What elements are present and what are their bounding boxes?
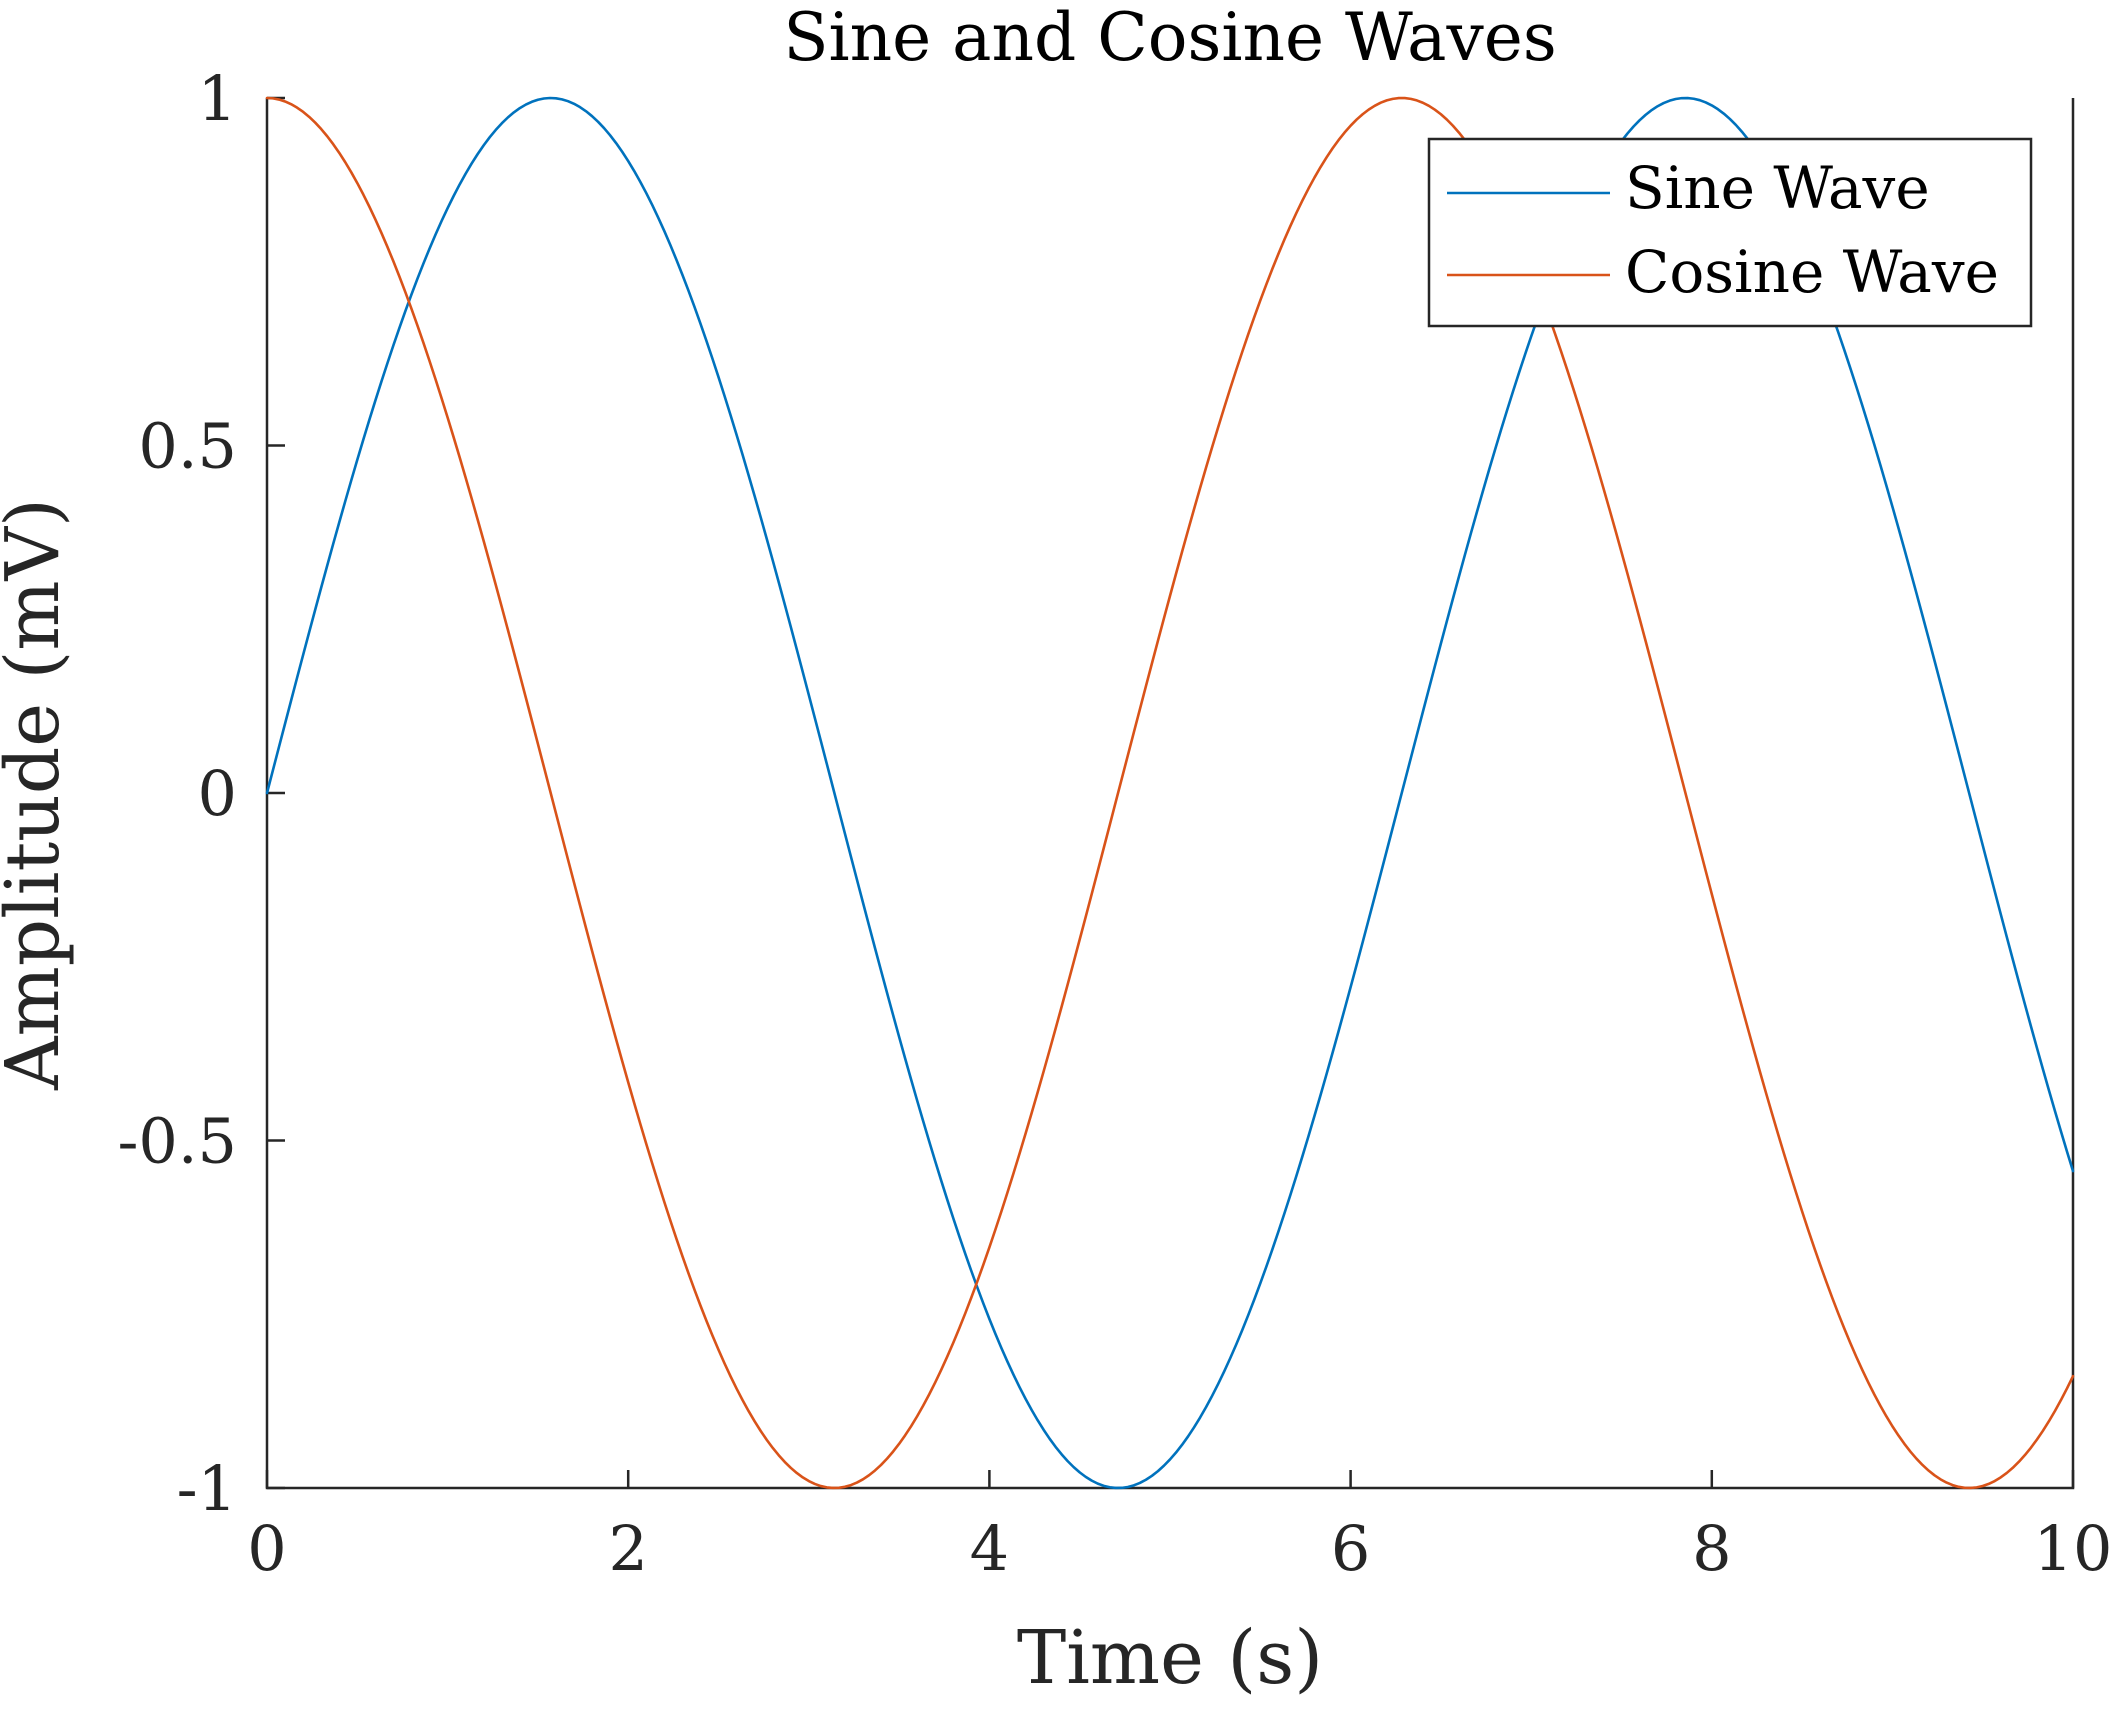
legend-label-cosine-wave: Cosine Wave [1625,238,1999,306]
x-tick-label-0: 0 [247,1512,286,1585]
legend: Sine Wave Cosine Wave [1427,137,2033,328]
legend-box [1427,137,2033,328]
y-tick-label-3: 0.5 [138,410,237,483]
x-tick-label-3: 6 [1331,1512,1370,1585]
x-tick-label-5: 10 [2034,1512,2113,1585]
x-axis: 0 2 4 6 8 10 [247,1470,2112,1585]
legend-label-sine-wave: Sine Wave [1625,154,1930,222]
x-tick-label-4: 8 [1692,1512,1731,1585]
y-axis: -1 -0.5 0 0.5 1 [117,62,285,1525]
y-tick-label-0: -1 [177,1452,237,1525]
chart-title: Sine and Cosine Waves [783,0,1556,76]
y-tick-label-2: 0 [198,757,237,830]
x-tick-label-2: 4 [970,1512,1009,1585]
y-axis-title: Amplitude (mV) [0,498,76,1091]
series-line-cosine-wave [265,96,2075,1490]
y-tick-label-1: -0.5 [117,1105,237,1178]
y-tick-label-4: 1 [198,62,237,135]
x-tick-label-1: 2 [608,1512,647,1585]
x-axis-title: Time (s) [1017,1615,1323,1701]
